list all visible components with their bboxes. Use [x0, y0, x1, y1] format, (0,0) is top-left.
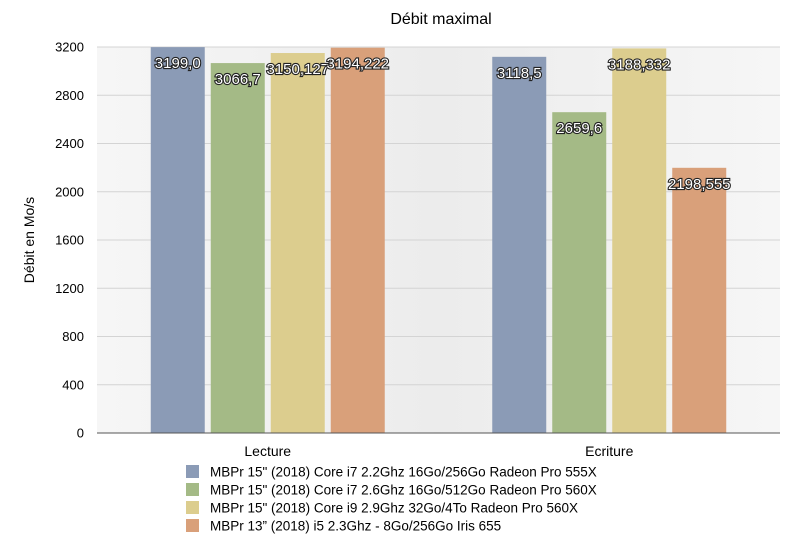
data-label: 3118,5 [497, 65, 542, 82]
category-labels: Lecture Ecriture [244, 443, 633, 459]
data-label: 3188,332 [608, 56, 671, 73]
y-tick-label: 400 [62, 377, 84, 392]
bars [150, 47, 727, 434]
legend-label: MBPr 15" (2018) Core i7 2.6Ghz 16Go/512G… [210, 483, 597, 498]
y-tick-label: 3200 [55, 40, 84, 55]
legend-label: MBPr 13” (2018) i5 2.3Ghz - 8Go/256Go Ir… [210, 519, 501, 534]
bar [210, 63, 265, 433]
data-label: 3066,7 [215, 71, 261, 88]
y-tick-labels: 0 400 800 1200 1600 2000 2400 2800 3200 [55, 40, 84, 441]
bar [270, 53, 325, 433]
legend-swatch [186, 465, 199, 478]
legend: MBPr 15" (2018) Core i7 2.2Ghz 16Go/256G… [186, 465, 597, 534]
legend-swatch [186, 519, 199, 532]
y-tick-label: 1600 [55, 233, 84, 248]
y-tick-label: 0 [77, 426, 84, 441]
data-label: 3199,0 [155, 55, 201, 72]
legend-label: MBPr 15" (2018) Core i7 2.2Ghz 16Go/256G… [210, 465, 597, 480]
bar [612, 48, 667, 434]
y-axis-label: Débit en Mo/s [21, 197, 37, 283]
bar [150, 47, 205, 433]
chart-title: Débit maximal [390, 11, 491, 28]
legend-swatch [186, 483, 199, 496]
bar [552, 112, 607, 433]
bar [672, 167, 727, 433]
data-label: 3194,222 [326, 56, 389, 73]
legend-label: MBPr 15" (2018) Core i9 2.9Ghz 32Go/4To … [210, 501, 578, 516]
y-tick-label: 2400 [55, 136, 84, 151]
x-tick-label: Lecture [244, 443, 291, 459]
bar [492, 56, 547, 434]
data-label: 2659,6 [556, 120, 602, 137]
data-label: 3150,127 [266, 61, 329, 78]
y-tick-label: 1200 [55, 281, 84, 296]
legend-swatch [186, 501, 199, 514]
data-label: 2198,555 [668, 176, 731, 193]
y-tick-label: 2000 [55, 184, 84, 199]
x-tick-label: Ecriture [585, 443, 633, 459]
y-tick-label: 2800 [55, 88, 84, 103]
bar [330, 47, 385, 434]
y-tick-label: 800 [62, 329, 84, 344]
